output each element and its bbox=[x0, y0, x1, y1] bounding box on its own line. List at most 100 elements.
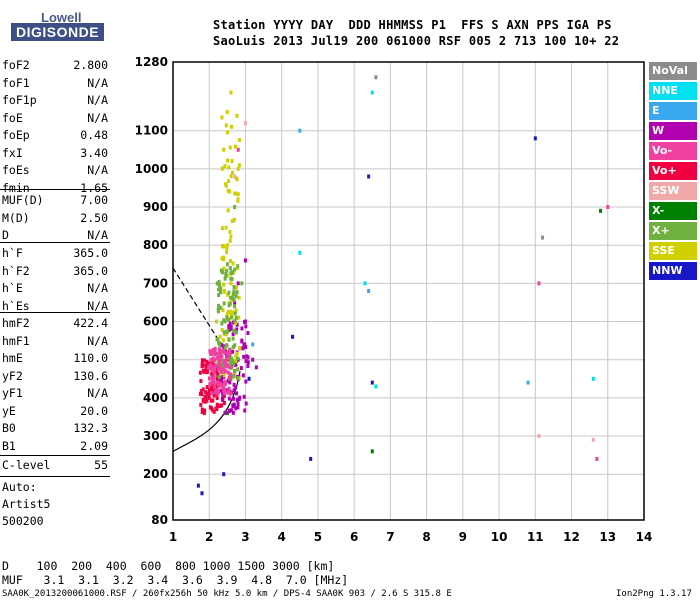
param-value: 132.3 bbox=[73, 421, 108, 435]
param-row: foE N/A bbox=[2, 110, 108, 126]
chart-points bbox=[196, 75, 610, 496]
data-point bbox=[231, 349, 235, 354]
data-point bbox=[222, 472, 226, 477]
data-point bbox=[207, 361, 211, 366]
data-point bbox=[229, 372, 233, 377]
data-point bbox=[217, 293, 221, 298]
data-point bbox=[200, 410, 204, 415]
y-tick-label: 900 bbox=[143, 200, 168, 214]
data-point bbox=[229, 124, 233, 129]
data-point bbox=[217, 381, 221, 386]
data-point bbox=[215, 396, 219, 401]
data-point bbox=[209, 384, 213, 389]
data-point bbox=[222, 147, 226, 152]
data-point bbox=[232, 297, 236, 302]
data-point bbox=[235, 113, 239, 118]
data-point bbox=[230, 159, 234, 164]
data-point bbox=[234, 294, 238, 299]
data-point bbox=[226, 158, 230, 163]
data-point bbox=[217, 287, 221, 292]
data-point bbox=[220, 321, 224, 326]
param-row: B0 132.3 bbox=[2, 420, 108, 436]
data-point bbox=[230, 170, 234, 175]
data-point bbox=[218, 342, 222, 347]
param-row: h`Es N/A bbox=[2, 298, 108, 314]
data-point bbox=[213, 364, 217, 369]
data-point bbox=[211, 376, 215, 381]
data-point bbox=[229, 174, 233, 179]
separator bbox=[0, 189, 110, 190]
param-row: h`F 365.0 bbox=[2, 245, 108, 261]
data-point bbox=[216, 367, 220, 372]
data-point bbox=[212, 350, 216, 355]
data-point bbox=[196, 483, 200, 488]
param-label: h`F bbox=[2, 246, 23, 260]
data-point bbox=[214, 366, 218, 371]
data-point bbox=[247, 376, 251, 381]
data-point bbox=[221, 385, 225, 390]
data-point bbox=[229, 326, 233, 331]
data-point bbox=[223, 382, 227, 387]
param-value: 110.0 bbox=[73, 351, 108, 365]
y-tick-label: 80 bbox=[151, 513, 168, 527]
data-point bbox=[230, 315, 234, 320]
data-point bbox=[228, 266, 232, 271]
data-point bbox=[232, 368, 236, 373]
data-point bbox=[237, 295, 241, 300]
data-point bbox=[211, 347, 215, 352]
data-point bbox=[233, 343, 237, 348]
param-label: D bbox=[2, 228, 9, 242]
data-point bbox=[230, 295, 234, 300]
data-point bbox=[209, 349, 213, 354]
data-point bbox=[225, 329, 229, 334]
data-point bbox=[220, 378, 224, 383]
data-point bbox=[234, 320, 238, 325]
data-point bbox=[199, 389, 203, 394]
param-value: 55 bbox=[94, 458, 108, 472]
data-point bbox=[533, 136, 537, 141]
data-point bbox=[222, 382, 226, 387]
data-point bbox=[298, 128, 302, 133]
plot-frame bbox=[172, 61, 645, 521]
data-point bbox=[232, 328, 236, 333]
data-point bbox=[229, 408, 233, 413]
data-point bbox=[215, 388, 219, 393]
data-point bbox=[226, 390, 230, 395]
data-point bbox=[244, 324, 248, 329]
data-point bbox=[232, 217, 236, 222]
data-point bbox=[220, 226, 224, 231]
data-point bbox=[240, 281, 244, 286]
data-point bbox=[227, 337, 231, 342]
data-point bbox=[236, 264, 240, 269]
data-point bbox=[217, 283, 221, 288]
y-tick-label: 1280 bbox=[135, 55, 168, 69]
data-point bbox=[224, 183, 228, 188]
y-tick-label: 700 bbox=[143, 276, 168, 290]
data-point bbox=[207, 388, 211, 393]
data-point bbox=[233, 304, 237, 309]
data-point bbox=[226, 130, 230, 135]
data-point bbox=[216, 371, 220, 376]
data-point bbox=[234, 354, 238, 359]
param-value: 365.0 bbox=[73, 263, 108, 278]
data-point bbox=[223, 369, 227, 374]
y-tick-label: 800 bbox=[143, 238, 168, 252]
data-point bbox=[222, 289, 226, 294]
data-point bbox=[220, 270, 224, 275]
data-point bbox=[233, 362, 237, 367]
data-point bbox=[200, 407, 204, 412]
distance-row: D 100 200 400 600 800 1000 1500 3000 [km… bbox=[2, 559, 335, 573]
data-point bbox=[225, 273, 229, 278]
data-point bbox=[234, 285, 238, 290]
data-point bbox=[370, 449, 374, 454]
data-point bbox=[218, 334, 222, 339]
data-point bbox=[235, 177, 239, 182]
data-point bbox=[205, 385, 209, 390]
param-label: hmF2 bbox=[2, 316, 30, 330]
data-point bbox=[234, 315, 238, 320]
data-point bbox=[238, 395, 242, 400]
data-point bbox=[236, 356, 240, 361]
param-row: yE 20.0 bbox=[2, 403, 108, 419]
data-point bbox=[218, 290, 222, 295]
param-row: fxI 3.40 bbox=[2, 145, 108, 161]
